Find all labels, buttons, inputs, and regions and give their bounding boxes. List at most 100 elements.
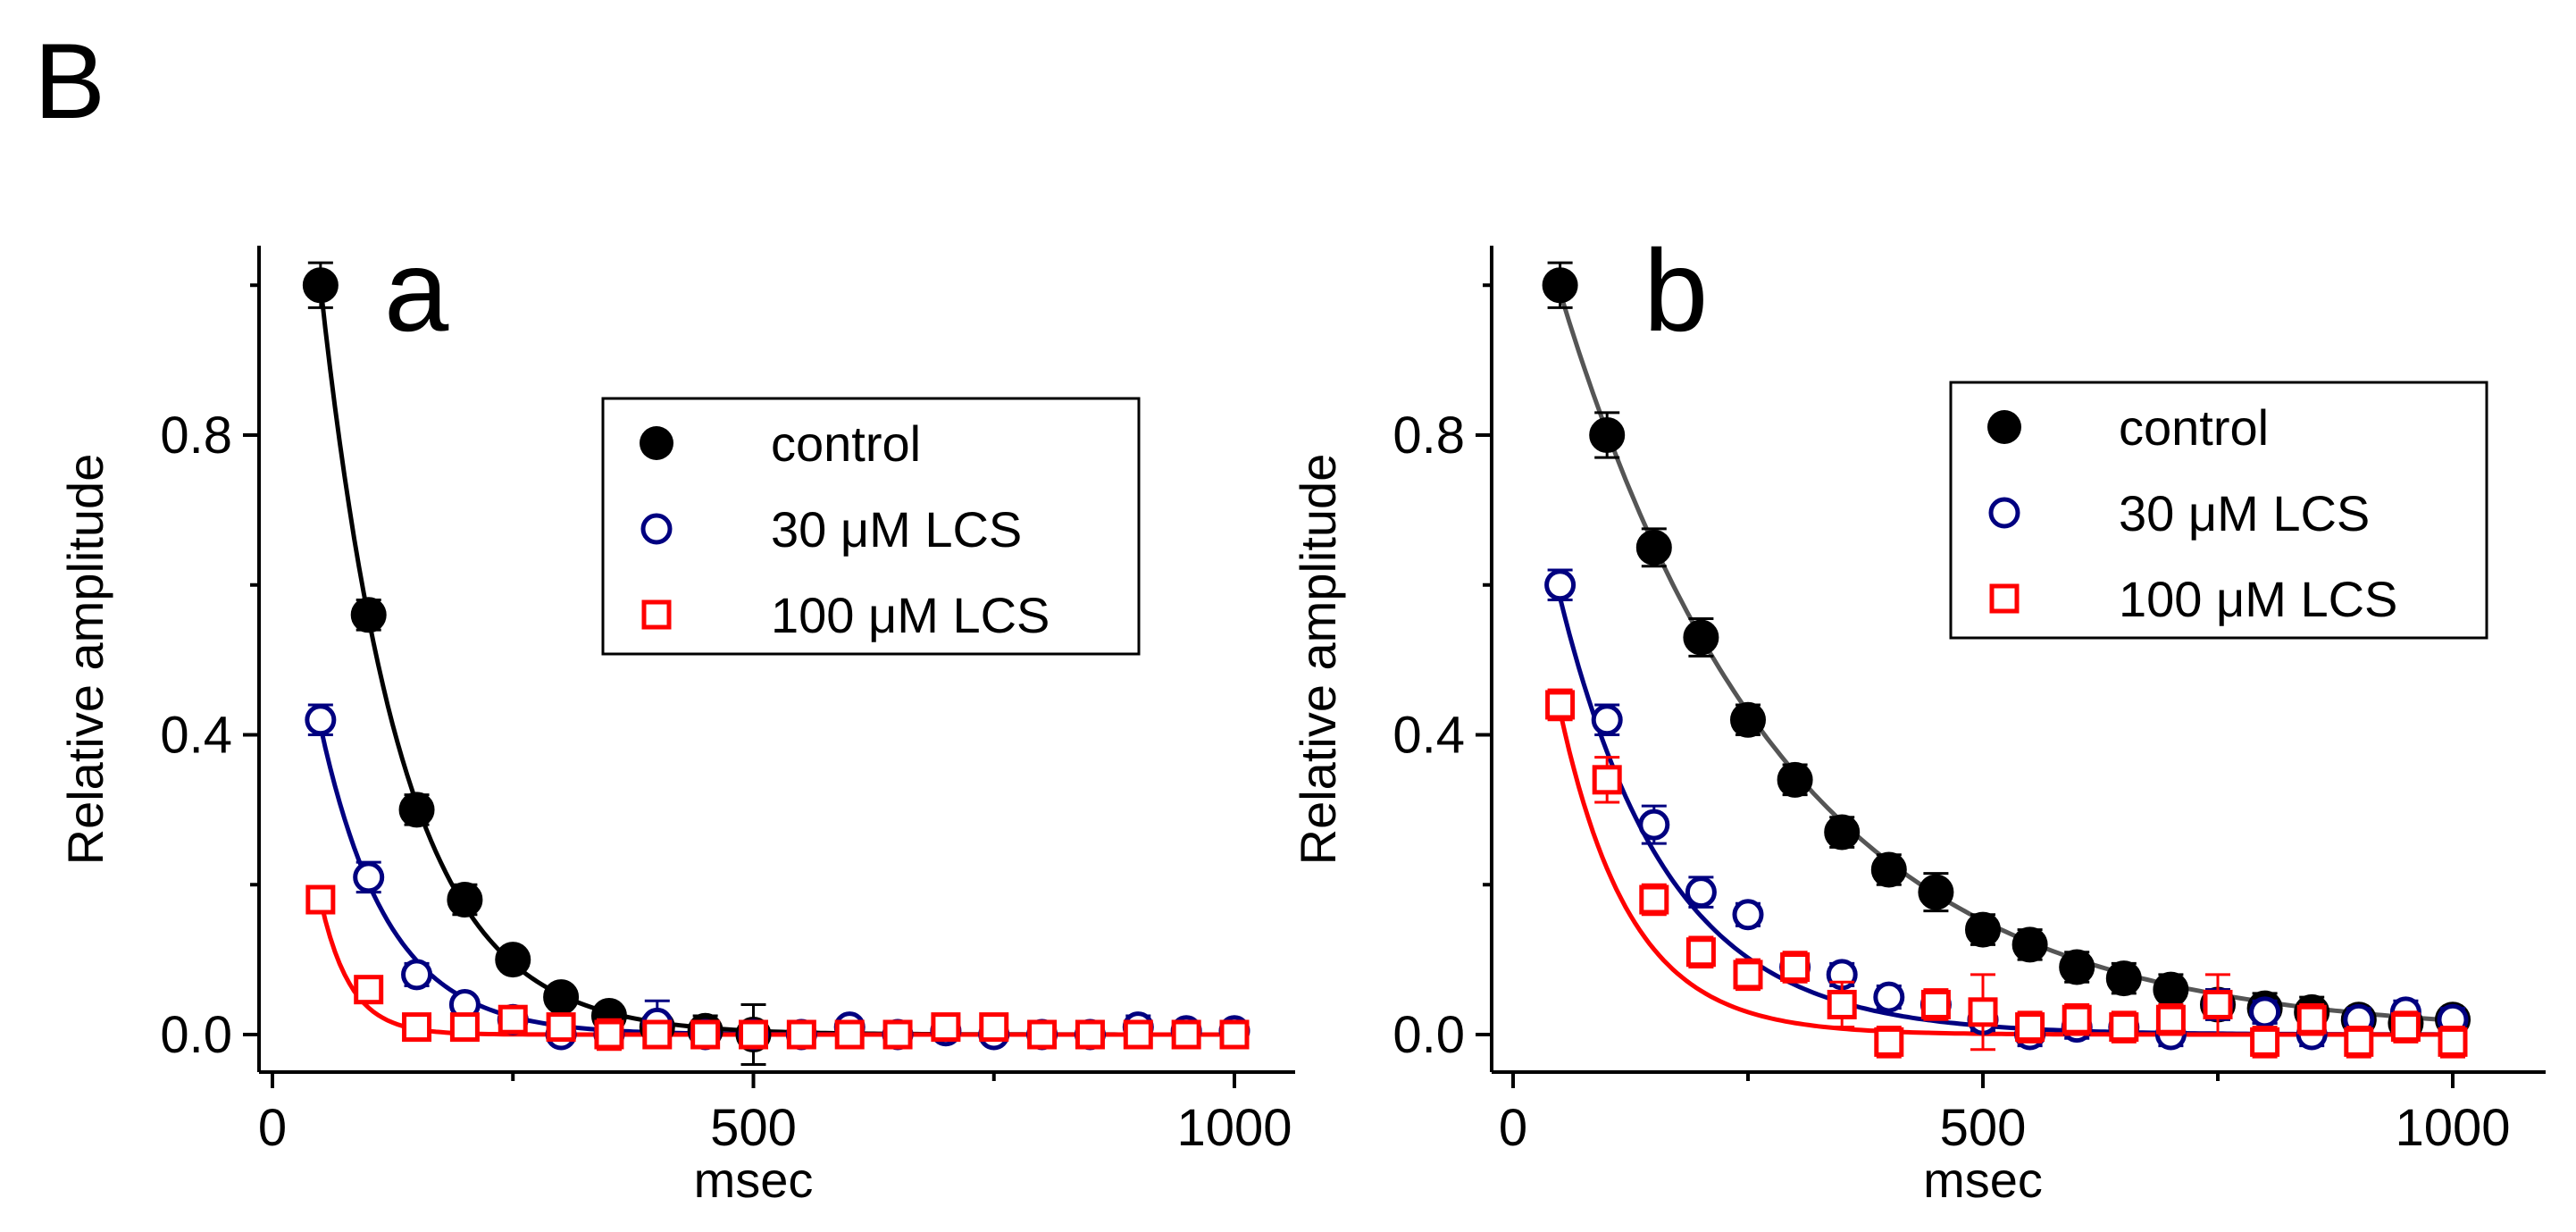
marker-open-square: [1780, 952, 1811, 983]
data-point: [402, 1012, 432, 1043]
panel-b: 0 500 1000 0.0 0.4 0.8 msec Relative amplitude b…: [1290, 225, 2546, 1208]
marker-open-circle: [353, 861, 385, 893]
marker-open-square: [642, 1019, 673, 1050]
legend-label: 100 μM LCS: [771, 587, 1050, 643]
data-point: [1075, 1019, 1105, 1050]
x-tick-label: 0: [258, 1099, 287, 1157]
data-point: [1123, 1019, 1153, 1050]
fit-curve-open-square: [1558, 710, 2453, 1037]
data-point: [1592, 756, 1622, 804]
marker-open-square: [1123, 1019, 1153, 1050]
marker-open-square: [882, 1019, 913, 1050]
marker-filled-circle: [1777, 761, 1813, 798]
data-point: [302, 261, 339, 309]
marker-open-square: [1827, 989, 1857, 1019]
marker-open-square: [498, 1004, 528, 1035]
fit-curve-open-circle: [1558, 597, 2453, 1037]
legend-marker-open-square: [641, 599, 672, 630]
legend-box: [1949, 381, 2488, 640]
data-point: [739, 1019, 768, 1050]
x-tick-label: 500: [1940, 1099, 2027, 1157]
data-point: [401, 959, 433, 991]
data-point: [1638, 804, 1670, 845]
data-point: [1544, 568, 1577, 602]
marker-filled-circle: [1965, 911, 2001, 948]
data-point: [2250, 1026, 2280, 1059]
series-filled-circle: [302, 261, 772, 1067]
marker-filled-circle: [2105, 960, 2142, 997]
data-point: [1780, 951, 1811, 984]
data-point: [882, 1019, 913, 1050]
marker-open-square: [786, 1019, 816, 1050]
data-point: [1874, 1026, 1904, 1059]
data-point: [642, 1019, 673, 1050]
marker-filled-circle: [2011, 926, 2048, 963]
marker-filled-circle: [447, 882, 483, 918]
data-point: [834, 1019, 865, 1050]
marker-open-square: [2062, 1004, 2092, 1035]
marker-open-square: [931, 1012, 961, 1043]
legend-marker-open-circle: [1988, 497, 2020, 529]
marker-open-square: [2438, 1027, 2468, 1057]
series-open-square: [1545, 688, 2468, 1059]
marker-open-square: [305, 884, 336, 915]
marker-filled-circle: [1589, 417, 1626, 453]
marker-filled-circle: [398, 792, 435, 828]
data-point: [2109, 1010, 2139, 1043]
data-point: [350, 597, 387, 633]
y-tick-label: 0.4: [1393, 707, 1465, 765]
data-point: [305, 703, 337, 736]
data-point: [1639, 883, 1669, 917]
data-point: [931, 1012, 961, 1043]
legend-item: control: [1987, 399, 2269, 456]
marker-filled-circle: [1870, 851, 1907, 888]
data-point: [2344, 1026, 2374, 1059]
data-point: [1589, 411, 1626, 459]
marker-open-square: [2155, 1004, 2186, 1035]
data-point: [1635, 527, 1672, 568]
legend-box: [601, 397, 1141, 656]
marker-open-square: [2390, 1012, 2421, 1043]
y-tick-label: 0.8: [160, 406, 232, 465]
legend: control 30 μM LCS 100 μM LCS: [1949, 381, 2488, 640]
legend-marker-open-square: [1989, 583, 2020, 614]
data-point: [1685, 876, 1717, 909]
legend-item: control: [640, 415, 921, 472]
fit-curve-open-circle: [318, 725, 1234, 1037]
legend-item: 100 μM LCS: [641, 587, 1050, 643]
marker-open-square: [2250, 1027, 2280, 1057]
panel-letter: b: [1643, 225, 1708, 356]
panel-letter: a: [384, 225, 449, 356]
y-tick-label: 0.8: [1393, 406, 1465, 465]
y-tick-label: 0.0: [1393, 1006, 1465, 1064]
marker-open-square: [1639, 884, 1669, 915]
data-point: [594, 1018, 624, 1052]
data-point: [2203, 973, 2233, 1036]
data-point: [1171, 1019, 1201, 1050]
marker-open-circle: [1638, 809, 1670, 841]
marker-open-square: [1592, 765, 1622, 795]
marker-open-square: [2344, 1027, 2374, 1057]
marker-open-circle: [401, 959, 433, 991]
marker-open-square: [354, 975, 384, 1005]
marker-open-square: [1545, 690, 1576, 720]
legend-item: 30 μM LCS: [640, 501, 1022, 557]
legend-label: control: [2119, 399, 2269, 456]
data-point: [2105, 960, 2142, 997]
marker-open-square: [979, 1012, 1009, 1043]
data-point: [398, 792, 435, 828]
marker-filled-circle: [1824, 814, 1861, 851]
marker-open-circle: [1685, 876, 1717, 909]
marker-filled-circle: [1683, 619, 1719, 656]
data-point: [1873, 981, 1905, 1013]
data-point: [2153, 971, 2189, 1008]
data-point: [1685, 935, 1716, 969]
marker-filled-circle: [495, 942, 531, 978]
series-open-square: [305, 884, 1250, 1052]
legend-marker-filled-circle: [1987, 410, 2021, 444]
data-point: [305, 884, 336, 915]
data-point: [2155, 1002, 2186, 1036]
data-point: [353, 860, 385, 894]
legend-label: control: [771, 415, 921, 472]
